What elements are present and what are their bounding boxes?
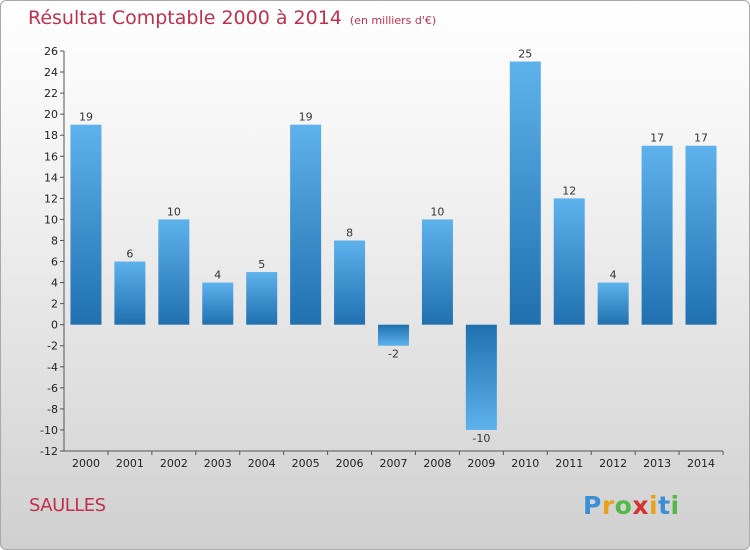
- y-tick-label: 18: [44, 129, 58, 142]
- y-tick-label: 10: [44, 213, 58, 226]
- x-tick-label: 2005: [292, 457, 320, 470]
- x-tick-label: 2001: [116, 457, 144, 470]
- bar: [114, 261, 146, 325]
- data-label: 10: [430, 205, 444, 218]
- data-label: 17: [694, 132, 708, 145]
- data-label: 5: [258, 258, 265, 271]
- logo-letter: o: [614, 491, 633, 520]
- bar: [597, 282, 629, 325]
- data-label: 4: [214, 269, 221, 282]
- y-tick-label: 24: [44, 66, 58, 79]
- y-tick-label: -10: [40, 424, 58, 437]
- y-tick-label: 20: [44, 108, 58, 121]
- x-tick-label: 2011: [555, 457, 583, 470]
- y-tick-label: -2: [47, 340, 58, 353]
- data-label: 19: [79, 111, 93, 124]
- y-tick-label: -4: [47, 361, 58, 374]
- chart-subtitle: (en milliers d'€): [349, 14, 437, 27]
- bar: [465, 324, 497, 430]
- bar: [509, 61, 541, 325]
- data-label: -10: [472, 432, 490, 445]
- data-label: 17: [650, 132, 664, 145]
- x-tick-label: 2002: [160, 457, 188, 470]
- bar: [246, 272, 278, 325]
- logo-letter: P: [583, 491, 602, 520]
- x-tick-label: 2012: [599, 457, 627, 470]
- chart-title-text: Résultat Comptable 2000 à 2014: [28, 7, 342, 29]
- x-tick-label: 2013: [643, 457, 671, 470]
- bar: [378, 324, 409, 346]
- bar: [641, 145, 673, 325]
- y-tick-label: -8: [47, 403, 58, 416]
- data-label: 10: [167, 205, 181, 218]
- chart-title: Résultat Comptable 2000 à 2014 (en millie…: [28, 7, 436, 29]
- bar: [685, 145, 717, 325]
- logo-letter: x: [632, 491, 649, 520]
- y-tick-label: 12: [44, 192, 58, 205]
- y-tick-label: 0: [51, 319, 58, 332]
- bar: [70, 124, 102, 325]
- logo-letter: i: [649, 491, 659, 520]
- bar: [202, 282, 234, 325]
- y-tick-label: 2: [51, 298, 58, 311]
- y-tick-label: 4: [51, 277, 58, 290]
- x-tick-label: 2007: [380, 457, 408, 470]
- y-tick-label: 26: [44, 45, 58, 58]
- y-tick-label: 14: [44, 171, 58, 184]
- bar: [421, 219, 453, 325]
- data-label: 4: [610, 269, 617, 282]
- y-tick-label: 8: [51, 234, 58, 247]
- data-label: 19: [299, 111, 313, 124]
- data-label: 12: [562, 184, 576, 197]
- bar: [334, 240, 366, 325]
- x-tick-label: 2004: [248, 457, 276, 470]
- y-tick-label: 16: [44, 150, 58, 163]
- x-tick-label: 2006: [336, 457, 364, 470]
- logo-letter: t: [658, 491, 671, 520]
- x-tick-label: 2009: [467, 457, 495, 470]
- data-label: 6: [126, 248, 133, 261]
- proxiti-logo: Proxiti: [583, 491, 680, 520]
- logo-letter: r: [601, 491, 615, 520]
- y-tick-label: 22: [44, 87, 58, 100]
- x-tick-label: 2003: [204, 457, 232, 470]
- y-tick-label: 6: [51, 256, 58, 269]
- x-tick-label: 2000: [72, 457, 100, 470]
- data-label: -2: [388, 348, 399, 361]
- data-label: 8: [346, 226, 353, 239]
- data-label: 25: [518, 48, 532, 61]
- y-tick-label: -6: [47, 382, 58, 395]
- bar: [553, 198, 585, 325]
- y-tick-label: -12: [40, 445, 58, 458]
- x-tick-label: 2008: [423, 457, 451, 470]
- bar: [158, 219, 190, 325]
- x-tick-label: 2010: [511, 457, 539, 470]
- logo-letter: i: [670, 491, 680, 520]
- bar: [290, 124, 322, 325]
- x-tick-label: 2014: [687, 457, 715, 470]
- place-name: SAULLES: [29, 495, 106, 516]
